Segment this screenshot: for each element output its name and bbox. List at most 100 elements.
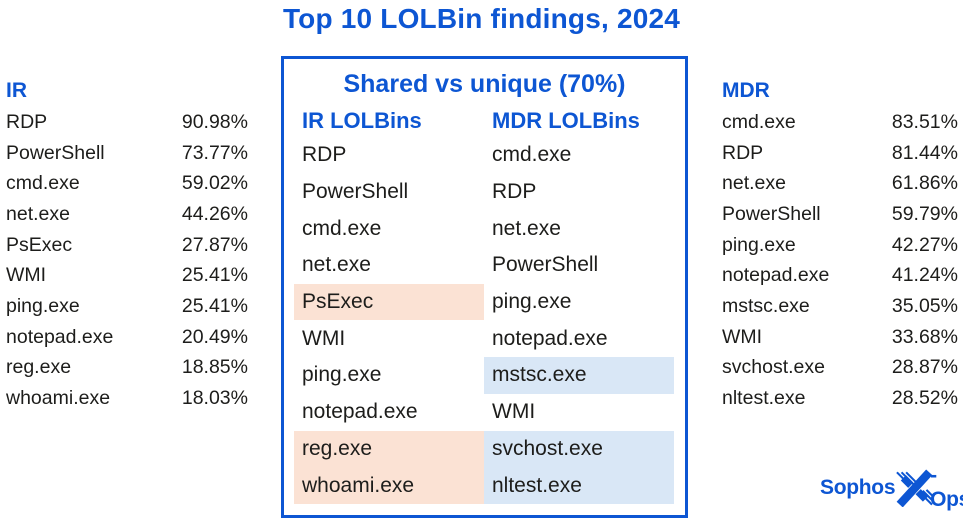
lolbin-percent: 25.41% <box>181 294 248 317</box>
ir-list-row: notepad.exe 20.49% <box>6 322 248 353</box>
ir-list-row: PowerShell 73.77% <box>6 138 248 169</box>
ir-list-row: reg.exe 18.85% <box>6 353 248 384</box>
ir-panel: IR RDP 90.98% PowerShell 73.77% cmd.exe … <box>6 74 248 414</box>
mdr-panel-header: MDR <box>722 78 770 102</box>
lolbin-name: cmd.exe <box>6 172 80 195</box>
lolbin-percent: 83.51% <box>891 110 958 133</box>
mdr-list-row: mstsc.exe 35.05% <box>722 291 958 322</box>
ir-lolbin-item: RDP <box>294 137 484 174</box>
page-title: Top 10 LOLBin findings, 2024 <box>282 3 681 34</box>
lolbin-name: notepad.exe <box>722 264 830 287</box>
lolbin-name: cmd.exe <box>302 216 382 240</box>
mdr-list-row: notepad.exe 41.24% <box>722 260 958 291</box>
ir-lolbin-item: whoami.exe <box>294 467 484 504</box>
ir-list-row: RDP 90.98% <box>6 107 248 138</box>
lolbin-name: WMI <box>492 400 536 424</box>
ir-lolbin-item: notepad.exe <box>294 394 484 431</box>
lolbin-name: nltest.exe <box>492 473 582 497</box>
lolbin-name: nltest.exe <box>722 387 806 410</box>
mdr-lolbin-item: mstsc.exe <box>484 357 674 394</box>
lolbin-name: notepad.exe <box>492 326 608 350</box>
lolbin-name: whoami.exe <box>6 387 111 410</box>
ir-list-row: whoami.exe 18.03% <box>6 383 248 414</box>
lolbin-percent: 20.49% <box>181 325 248 348</box>
ir-panel-header: IR <box>6 78 27 102</box>
lolbin-name: WMI <box>6 264 47 287</box>
mdr-panel: MDR cmd.exe 83.51% RDP 81.44% net.exe 61… <box>722 74 958 414</box>
ir-lolbin-item: PsExec <box>294 283 484 321</box>
lolbin-name: PowerShell <box>492 253 599 277</box>
lolbin-percent: 44.26% <box>181 202 248 225</box>
mdr-list-row: cmd.exe 83.51% <box>722 107 958 138</box>
mdr-list-row: svchost.exe 28.87% <box>722 353 958 384</box>
ir-list-row: WMI 25.41% <box>6 260 248 291</box>
mdr-lolbin-item: RDP <box>484 174 674 211</box>
mdr-lolbin-item: ping.exe <box>484 284 674 321</box>
mdr-list-row: PowerShell 59.79% <box>722 199 958 230</box>
lolbin-name: cmd.exe <box>492 143 572 167</box>
shared-box-title: Shared vs unique (70%) <box>343 70 626 98</box>
lolbin-percent: 61.86% <box>891 172 958 195</box>
lolbin-name: RDP <box>492 180 537 204</box>
lolbin-name: svchost.exe <box>492 436 603 460</box>
lolbin-name: ping.exe <box>6 294 80 317</box>
mdr-list-row: nltest.exe 28.52% <box>722 383 958 414</box>
lolbin-name: PowerShell <box>722 202 821 225</box>
ir-lolbin-item: WMI <box>294 320 484 357</box>
x-glyph-icon <box>896 469 933 507</box>
mdr-lolbin-item: cmd.exe <box>484 137 674 174</box>
ir-lolbins-column-header: IR LOLBins <box>302 107 422 133</box>
shared-vs-unique-box: Shared vs unique (70%) IR LOLBins RDP Po… <box>281 56 688 518</box>
lolbin-name: PowerShell <box>302 180 409 204</box>
lolbin-name: cmd.exe <box>722 110 796 133</box>
lolbin-name: net.exe <box>6 202 70 225</box>
sophos-x-ops-logo: Sophos -Ops <box>820 464 963 512</box>
ir-list-row: cmd.exe 59.02% <box>6 168 248 199</box>
lolbin-name: net.exe <box>302 253 371 277</box>
logo-brand-text: Sophos <box>820 476 896 499</box>
shared-box-columns: IR LOLBins RDP PowerShell cmd.exe <box>284 104 685 504</box>
mdr-lolbin-item: WMI <box>484 394 674 431</box>
lolbin-percent: 25.41% <box>181 264 248 287</box>
mdr-lolbins-column: MDR LOLBins cmd.exe RDP net.exe <box>484 104 674 504</box>
lolbin-percent: 28.87% <box>891 356 958 379</box>
lolbin-percent: 59.02% <box>181 172 248 195</box>
ir-lolbins-column: IR LOLBins RDP PowerShell cmd.exe <box>294 104 484 504</box>
ir-lolbin-item: reg.exe <box>294 430 484 468</box>
lolbin-name: RDP <box>6 110 48 133</box>
lolbin-name: WMI <box>722 325 763 348</box>
mdr-lolbin-item: notepad.exe <box>484 320 674 357</box>
lolbin-name: reg.exe <box>6 356 72 379</box>
ir-list: RDP 90.98% PowerShell 73.77% cmd.exe 59.… <box>6 107 248 414</box>
lolbin-percent: 42.27% <box>891 233 958 256</box>
lolbin-percent: 18.85% <box>181 356 248 379</box>
mdr-list: cmd.exe 83.51% RDP 81.44% net.exe 61.86%… <box>722 107 958 414</box>
lolbin-name: PowerShell <box>6 141 105 164</box>
mdr-lolbins-list: cmd.exe RDP net.exe PowerShell <box>484 137 674 504</box>
mdr-lolbins-column-header: MDR LOLBins <box>492 107 640 133</box>
lolbin-percent: 33.68% <box>891 325 958 348</box>
ir-lolbin-item: ping.exe <box>294 357 484 394</box>
lolbin-name: notepad.exe <box>6 325 114 348</box>
mdr-list-row: net.exe 61.86% <box>722 168 958 199</box>
ir-list-row: ping.exe 25.41% <box>6 291 248 322</box>
lolbin-name: svchost.exe <box>722 356 825 379</box>
lolbin-name: RDP <box>722 141 764 164</box>
mdr-list-row: WMI 33.68% <box>722 322 958 353</box>
lolbin-name: mstsc.exe <box>492 363 587 387</box>
lolbin-name: WMI <box>302 326 346 350</box>
mdr-lolbin-item: net.exe <box>484 210 674 247</box>
ir-lolbin-item: net.exe <box>294 247 484 284</box>
lolbin-percent: 18.03% <box>181 387 248 410</box>
mdr-lolbin-item: svchost.exe <box>484 430 674 468</box>
lolbin-name: ping.exe <box>722 233 796 256</box>
lolbin-percent: 27.87% <box>181 233 248 256</box>
lolbin-name: notepad.exe <box>302 400 418 424</box>
lolbin-name: ping.exe <box>302 363 382 387</box>
mdr-list-row: RDP 81.44% <box>722 138 958 169</box>
ir-list-row: PsExec 27.87% <box>6 230 248 261</box>
ir-lolbin-item: cmd.exe <box>294 210 484 247</box>
lolbin-percent: 28.52% <box>891 387 958 410</box>
logo-suffix-text: -Ops <box>930 464 963 511</box>
